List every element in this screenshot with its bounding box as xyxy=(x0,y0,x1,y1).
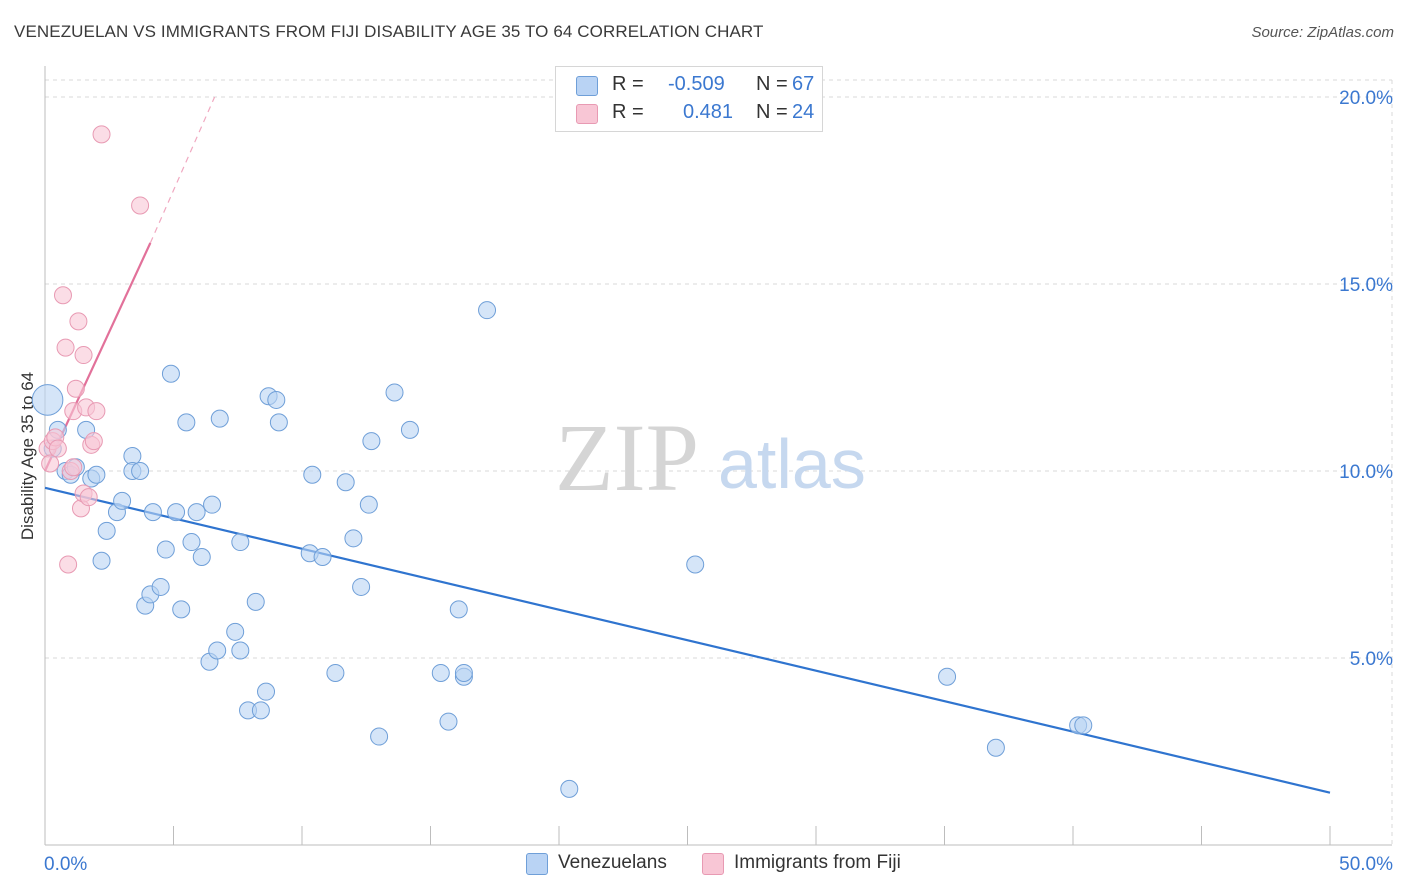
watermark: ZIP atlas xyxy=(555,404,866,511)
venezuelans-point xyxy=(431,663,450,682)
venezuelans-point xyxy=(231,533,250,552)
fiji-point xyxy=(79,488,98,507)
r-label: R = xyxy=(612,73,644,95)
data-points xyxy=(31,125,1093,798)
fiji-swatch xyxy=(576,104,598,124)
chart-title: VENEZUELAN VS IMMIGRANTS FROM FIJI DISAB… xyxy=(14,22,764,41)
correlation-legend: R = -0.509 N = 67 R = 0.481 N = 24 xyxy=(555,66,823,132)
venezuelans-point xyxy=(177,413,196,432)
venezuelans-point xyxy=(269,413,288,432)
legend-label: Venezuelans xyxy=(558,852,667,873)
y-tick-label: 20.0% xyxy=(1339,88,1393,109)
fiji-point xyxy=(64,458,83,477)
venezuelans-trend-line xyxy=(44,486,1331,794)
venezuelans-point xyxy=(454,663,473,682)
source-label: Source: ZipAtlas.com xyxy=(1251,24,1394,41)
n-label: N = xyxy=(756,101,788,123)
venezuelans-point xyxy=(449,600,468,619)
venezuelans-point xyxy=(231,641,250,660)
x-tick-label-max: 50.0% xyxy=(1339,854,1393,875)
fiji-point xyxy=(69,312,88,331)
venezuelans-point xyxy=(1074,716,1093,735)
venezuelans-point xyxy=(161,364,180,383)
fiji-point xyxy=(131,196,150,215)
venezuelans-point xyxy=(686,555,705,574)
venezuelans-point xyxy=(344,529,363,548)
fiji-point xyxy=(66,379,85,398)
venezuelans-point xyxy=(113,491,132,510)
venezuelans-point xyxy=(151,577,170,596)
venezuelans-point xyxy=(143,503,162,522)
r-value: 0.481 xyxy=(683,101,734,123)
r-label: R = xyxy=(612,101,644,123)
venezuelans-point xyxy=(172,600,191,619)
fiji-point xyxy=(92,125,111,144)
fiji-trend-line-extension xyxy=(149,96,216,244)
venezuelans-point xyxy=(385,383,404,402)
n-label: N = xyxy=(756,73,788,95)
venezuelans-point xyxy=(87,465,106,484)
tick-labels: 5.0% 10.0% 15.0% 20.0% 0.0% 50.0% xyxy=(44,88,1393,875)
venezuelans-point xyxy=(362,432,381,451)
fiji-point xyxy=(56,338,75,357)
venezuelans-point xyxy=(439,712,458,731)
fiji-swatch xyxy=(702,853,724,875)
venezuelans-point xyxy=(336,473,355,492)
venezuelans-point xyxy=(359,495,378,514)
venezuelans-point xyxy=(251,701,270,720)
venezuelans-point xyxy=(352,577,371,596)
legend-label: Immigrants from Fiji xyxy=(734,852,901,873)
fiji-point xyxy=(59,555,78,574)
venezuelans-point xyxy=(182,533,201,552)
venezuelans-point xyxy=(156,540,175,559)
venezuelans-point xyxy=(986,738,1005,757)
n-value: 24 xyxy=(792,101,815,123)
venezuelans-point xyxy=(246,592,265,611)
venezuelans-swatch xyxy=(576,76,598,96)
venezuelans-point xyxy=(97,521,116,540)
venezuelans-point xyxy=(303,465,322,484)
venezuelans-point xyxy=(938,667,957,686)
venezuelans-point xyxy=(257,682,276,701)
y-tick-label: 10.0% xyxy=(1339,462,1393,483)
venezuelans-swatch xyxy=(526,853,548,875)
venezuelans-point xyxy=(192,548,211,567)
venezuelans-point xyxy=(92,551,111,570)
venezuelans-point xyxy=(267,390,286,409)
venezuelans-point xyxy=(370,727,389,746)
y-tick-label: 5.0% xyxy=(1350,649,1393,670)
fiji-point xyxy=(53,286,72,305)
series-legend: Venezuelans Immigrants from Fiji xyxy=(0,852,1406,876)
watermark-zip: ZIP xyxy=(555,404,699,511)
n-value: 67 xyxy=(792,73,815,95)
fiji-point xyxy=(87,402,106,421)
venezuelans-point xyxy=(313,548,332,567)
venezuelans-point xyxy=(208,641,227,660)
r-value: -0.509 xyxy=(668,73,725,95)
x-tick-label-min: 0.0% xyxy=(44,854,87,875)
venezuelans-point xyxy=(400,420,419,439)
venezuelans-point xyxy=(226,622,245,641)
venezuelans-point xyxy=(123,447,142,466)
venezuelans-point xyxy=(31,384,64,416)
venezuelans-point xyxy=(167,503,186,522)
fiji-point xyxy=(48,439,67,458)
venezuelans-point xyxy=(203,495,222,514)
venezuelans-point xyxy=(187,503,206,522)
venezuelans-point xyxy=(478,301,497,320)
y-tick-label: 15.0% xyxy=(1339,275,1393,296)
venezuelans-point xyxy=(326,663,345,682)
fiji-point xyxy=(84,432,103,451)
fiji-point xyxy=(41,454,60,473)
venezuelans-point xyxy=(210,409,229,428)
venezuelans-point xyxy=(560,779,579,798)
watermark-atlas: atlas xyxy=(718,425,866,503)
venezuelans-point xyxy=(131,462,150,480)
fiji-point xyxy=(74,346,93,365)
